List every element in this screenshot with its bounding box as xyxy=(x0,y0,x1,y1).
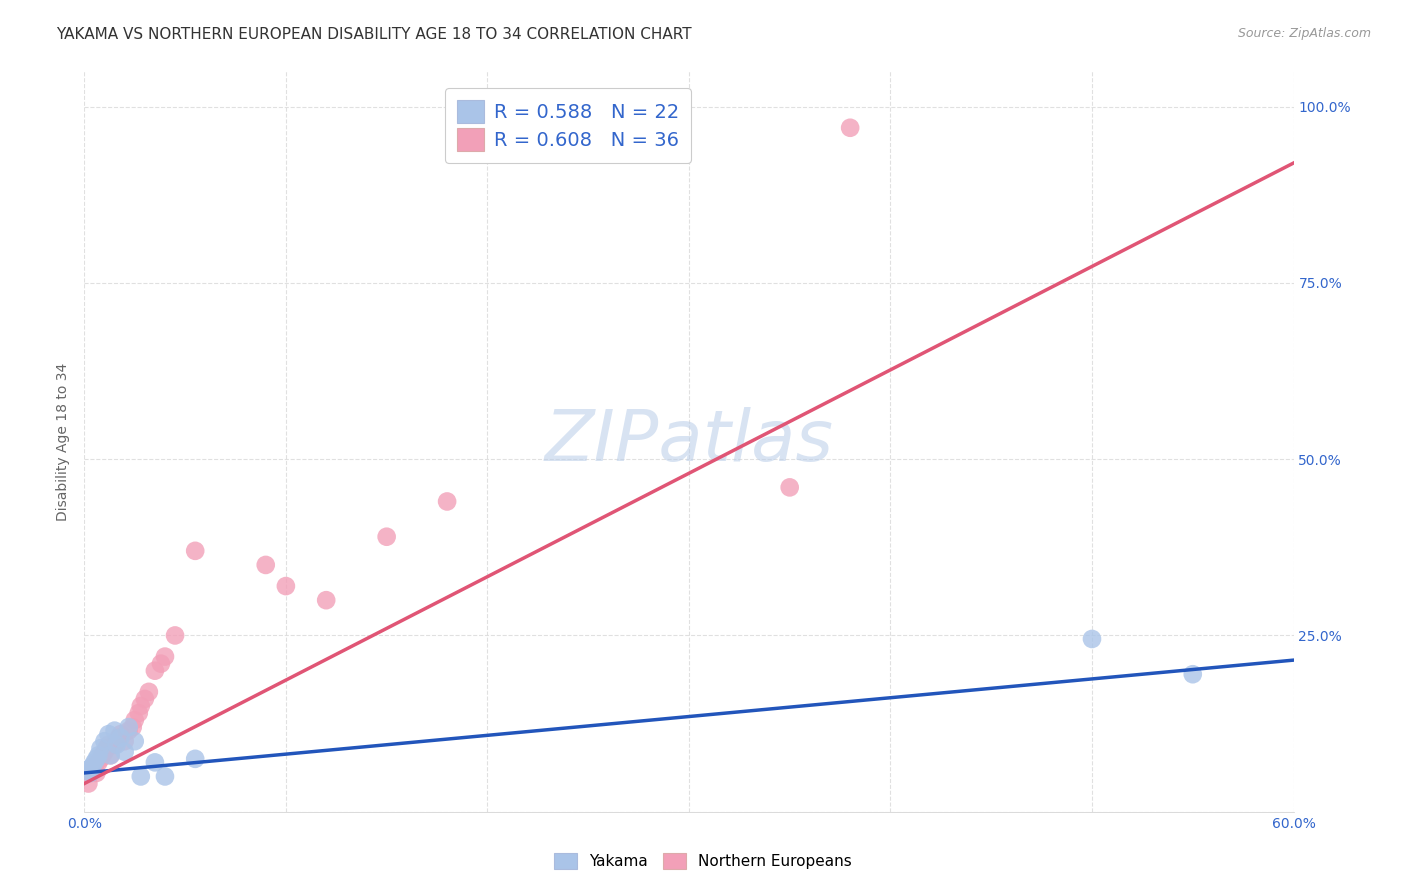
Point xyxy=(82,759,104,773)
Point xyxy=(143,664,166,678)
Point xyxy=(79,766,101,780)
Point xyxy=(77,763,100,777)
Point xyxy=(184,544,207,558)
Point xyxy=(110,727,132,741)
Point xyxy=(138,685,160,699)
Point xyxy=(93,745,115,759)
Point xyxy=(118,720,141,734)
Point xyxy=(79,766,101,780)
Point xyxy=(107,731,129,745)
Point xyxy=(436,494,458,508)
Point xyxy=(165,628,187,642)
Point xyxy=(274,579,297,593)
Point xyxy=(89,741,111,756)
Point xyxy=(96,741,118,756)
Point xyxy=(1081,632,1104,646)
Point xyxy=(93,734,115,748)
Point xyxy=(97,727,120,741)
Point xyxy=(104,738,127,752)
Point xyxy=(124,734,146,748)
Point xyxy=(82,763,104,777)
Point xyxy=(143,756,166,770)
Point xyxy=(100,748,122,763)
Point xyxy=(87,748,110,763)
Point xyxy=(149,657,172,671)
Point xyxy=(1181,667,1204,681)
Point xyxy=(134,692,156,706)
Point xyxy=(184,752,207,766)
Point xyxy=(315,593,337,607)
Point xyxy=(105,738,128,752)
Point xyxy=(91,748,114,763)
Y-axis label: Disability Age 18 to 34: Disability Age 18 to 34 xyxy=(56,362,70,521)
Point xyxy=(89,752,111,766)
Legend: R = 0.588   N = 22, R = 0.608   N = 36: R = 0.588 N = 22, R = 0.608 N = 36 xyxy=(446,88,690,162)
Point xyxy=(86,752,108,766)
Legend: Yakama, Northern Europeans: Yakama, Northern Europeans xyxy=(548,847,858,875)
Point xyxy=(104,723,127,738)
Point xyxy=(105,734,128,748)
Text: YAKAMA VS NORTHERN EUROPEAN DISABILITY AGE 18 TO 34 CORRELATION CHART: YAKAMA VS NORTHERN EUROPEAN DISABILITY A… xyxy=(56,27,692,42)
Point xyxy=(375,530,398,544)
Point xyxy=(153,769,176,783)
Point xyxy=(86,766,108,780)
Point xyxy=(83,756,105,770)
Point xyxy=(114,734,136,748)
Point xyxy=(114,745,136,759)
Point xyxy=(129,698,152,713)
Point xyxy=(254,558,277,572)
Point xyxy=(839,120,862,135)
Point xyxy=(87,756,110,770)
Point xyxy=(110,731,132,745)
Point xyxy=(118,723,141,738)
Point xyxy=(77,776,100,790)
Point xyxy=(779,480,801,494)
Point xyxy=(129,769,152,783)
Point xyxy=(100,748,122,763)
Text: ZIPatlas: ZIPatlas xyxy=(544,407,834,476)
Point xyxy=(128,706,150,720)
Point xyxy=(121,720,143,734)
Point xyxy=(97,738,120,752)
Point xyxy=(124,713,146,727)
Point xyxy=(153,649,176,664)
Point xyxy=(83,759,105,773)
Text: Source: ZipAtlas.com: Source: ZipAtlas.com xyxy=(1237,27,1371,40)
